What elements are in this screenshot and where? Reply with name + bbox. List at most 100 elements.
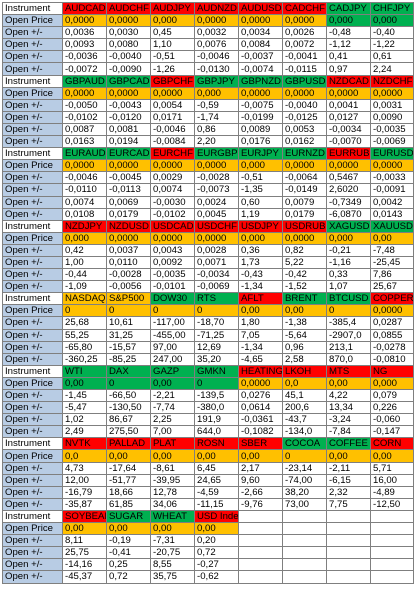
value-cell[interactable]: -0,0043 bbox=[106, 98, 151, 112]
value-cell[interactable]: -7,74 bbox=[150, 401, 195, 415]
open-price-cell[interactable]: 0,0000 bbox=[62, 159, 107, 173]
value-cell[interactable]: -0,0090 bbox=[106, 62, 151, 76]
instrument-name-cell[interactable]: AUDUSD bbox=[238, 1, 283, 16]
instrument-name-cell[interactable]: DAX bbox=[106, 364, 151, 378]
value-cell[interactable]: 0,0287 bbox=[370, 316, 414, 330]
value-cell[interactable]: 2,49 bbox=[62, 425, 107, 439]
value-cell[interactable]: -0,44 bbox=[62, 268, 107, 282]
instrument-name-cell[interactable]: USDCAD bbox=[150, 219, 195, 233]
value-cell[interactable]: -4,89 bbox=[370, 485, 414, 499]
instrument-name-cell[interactable]: GBPCAD bbox=[106, 74, 151, 88]
value-cell[interactable]: -0,27 bbox=[194, 558, 239, 572]
value-cell[interactable]: -66,50 bbox=[106, 388, 151, 403]
value-cell[interactable]: 18,66 bbox=[106, 485, 151, 499]
value-cell[interactable]: 25,68 bbox=[62, 316, 107, 330]
value-cell[interactable]: -134,0 bbox=[282, 425, 327, 439]
instrument-name-cell[interactable]: SUGAR bbox=[106, 509, 151, 524]
value-cell[interactable]: -2907,0 bbox=[326, 328, 371, 342]
instrument-name-cell[interactable]: WHEAT bbox=[150, 509, 195, 524]
open-price-cell[interactable]: 0,0000 bbox=[238, 14, 283, 28]
value-cell[interactable]: -20,75 bbox=[150, 546, 195, 560]
value-cell[interactable]: -1,35 bbox=[238, 183, 283, 197]
value-cell[interactable]: 0,0162 bbox=[282, 135, 327, 149]
value-cell[interactable]: -0,0278 bbox=[370, 340, 414, 354]
value-cell[interactable]: 275,50 bbox=[106, 425, 151, 439]
instrument-name-cell[interactable]: RTS bbox=[194, 292, 239, 306]
value-cell[interactable]: -18,70 bbox=[194, 316, 239, 330]
value-cell[interactable]: -8,61 bbox=[150, 461, 195, 475]
value-cell[interactable]: 0,226 bbox=[370, 401, 414, 415]
value-cell[interactable]: -0,0064 bbox=[282, 171, 327, 185]
value-cell[interactable]: -0,0030 bbox=[150, 195, 195, 209]
open-price-cell[interactable]: 0,00 bbox=[150, 449, 195, 463]
value-cell[interactable]: -130,50 bbox=[106, 401, 151, 415]
value-cell[interactable]: 1,19 bbox=[238, 207, 283, 221]
value-cell[interactable]: 2,6020 bbox=[326, 183, 371, 197]
value-cell[interactable]: 16,00 bbox=[370, 473, 414, 487]
open-price-cell[interactable]: 0,0000 bbox=[106, 231, 151, 245]
value-cell[interactable]: -0,0102 bbox=[62, 110, 107, 124]
value-cell[interactable]: 0,20 bbox=[194, 534, 239, 548]
value-cell[interactable]: 35,20 bbox=[194, 352, 239, 366]
value-cell[interactable]: 0,0081 bbox=[106, 122, 151, 137]
value-cell[interactable]: 0,0045 bbox=[194, 207, 239, 221]
value-cell[interactable]: 0,0029 bbox=[150, 171, 195, 185]
value-cell[interactable]: -1,22 bbox=[370, 38, 414, 52]
value-cell[interactable]: -0,0075 bbox=[238, 98, 283, 112]
open-price-cell[interactable]: 0,0000 bbox=[282, 159, 327, 173]
value-cell[interactable]: -0,0033 bbox=[370, 171, 414, 185]
value-cell[interactable]: 0,0042 bbox=[370, 195, 414, 209]
open-price-cell[interactable]: 0,0000 bbox=[238, 376, 283, 391]
value-cell[interactable]: -25,45 bbox=[370, 255, 414, 270]
instrument-name-cell[interactable]: NVTK bbox=[62, 437, 107, 451]
open-price-cell[interactable]: 0,00 bbox=[282, 304, 327, 318]
value-cell[interactable]: -0,0069 bbox=[370, 135, 414, 149]
value-cell[interactable]: -0,147 bbox=[370, 425, 414, 439]
value-cell[interactable]: 0,0087 bbox=[62, 122, 107, 137]
instrument-name-cell[interactable]: ROSN bbox=[194, 437, 239, 451]
instrument-name-cell[interactable]: AUDCHF bbox=[106, 1, 151, 16]
value-cell[interactable]: -35,87 bbox=[62, 497, 107, 511]
value-cell[interactable]: 0,0026 bbox=[282, 26, 327, 40]
value-cell[interactable]: -0,0036 bbox=[62, 50, 107, 64]
value-cell[interactable]: -0,0120 bbox=[106, 110, 151, 124]
open-price-cell[interactable]: 0,00 bbox=[106, 449, 151, 463]
value-cell[interactable]: -1,12 bbox=[326, 38, 371, 52]
value-cell[interactable]: -5,64 bbox=[282, 328, 327, 342]
instrument-name-cell[interactable]: EURUSD bbox=[370, 147, 414, 161]
instrument-name-cell[interactable]: CHFJPY bbox=[370, 1, 414, 16]
open-price-cell[interactable]: 0,0000 bbox=[282, 231, 327, 245]
open-price-cell[interactable]: 0,0000 bbox=[150, 86, 195, 100]
value-cell[interactable]: -12,50 bbox=[370, 497, 414, 511]
open-price-cell[interactable]: 0,0000 bbox=[282, 86, 327, 100]
value-cell[interactable]: -11,15 bbox=[194, 497, 239, 511]
value-cell[interactable]: 0,97 bbox=[326, 62, 371, 76]
value-cell[interactable]: -15,57 bbox=[106, 340, 151, 354]
value-cell[interactable]: 1,07 bbox=[326, 280, 371, 294]
value-cell[interactable]: 5,22 bbox=[282, 255, 327, 270]
value-cell[interactable]: 0,72 bbox=[194, 546, 239, 560]
value-cell[interactable]: 38,20 bbox=[282, 485, 327, 499]
value-cell[interactable]: -0,0035 bbox=[370, 122, 414, 137]
value-cell[interactable]: 24,65 bbox=[194, 473, 239, 487]
instrument-name-cell[interactable]: AUDJPY bbox=[150, 1, 195, 16]
open-price-cell[interactable]: 0 bbox=[106, 376, 151, 391]
open-price-cell[interactable]: 0,000 bbox=[326, 231, 371, 245]
value-cell[interactable]: -5,47 bbox=[62, 401, 107, 415]
value-cell[interactable]: -0,62 bbox=[194, 570, 239, 584]
open-price-cell[interactable]: 0,0000 bbox=[106, 86, 151, 100]
instrument-name-cell[interactable]: LKOH bbox=[282, 364, 327, 378]
instrument-name-cell[interactable]: SBER bbox=[238, 437, 283, 451]
value-cell[interactable]: -360,25 bbox=[62, 352, 107, 366]
value-cell[interactable]: 0,0076 bbox=[194, 38, 239, 52]
open-price-cell[interactable]: 0,00 bbox=[194, 522, 239, 536]
value-cell[interactable]: 870,0 bbox=[326, 352, 371, 366]
value-cell[interactable]: 34,06 bbox=[150, 497, 195, 511]
value-cell[interactable]: -0,0050 bbox=[62, 98, 107, 112]
value-cell[interactable]: 7,75 bbox=[326, 497, 371, 511]
value-cell[interactable]: 1,73 bbox=[238, 255, 283, 270]
value-cell[interactable]: -3,24 bbox=[326, 413, 371, 427]
value-cell[interactable]: -0,0810 bbox=[370, 352, 414, 366]
value-cell[interactable]: 0,0072 bbox=[282, 38, 327, 52]
value-cell[interactable]: -0,19 bbox=[106, 534, 151, 548]
